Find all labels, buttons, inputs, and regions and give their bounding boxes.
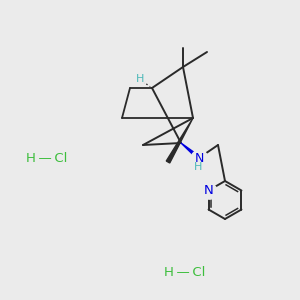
Text: H — Cl: H — Cl xyxy=(26,152,68,164)
Polygon shape xyxy=(166,118,193,163)
Text: H: H xyxy=(194,162,202,172)
Text: N: N xyxy=(204,184,213,197)
Polygon shape xyxy=(181,143,200,159)
Text: H — Cl: H — Cl xyxy=(164,266,206,278)
Text: N: N xyxy=(194,152,204,164)
Text: H: H xyxy=(136,74,144,84)
